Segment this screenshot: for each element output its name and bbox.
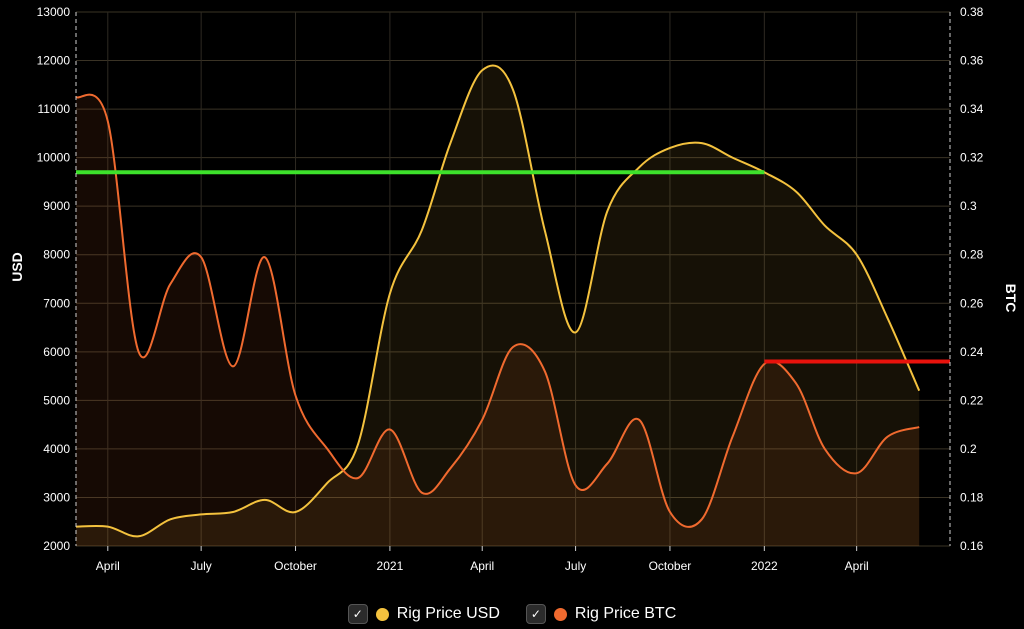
y-right-tick-label: 0.18 xyxy=(960,490,984,504)
y-right-tick-label: 0.34 xyxy=(960,102,984,116)
y-left-tick-label: 8000 xyxy=(43,248,70,262)
series-dot-icon xyxy=(375,607,389,621)
y-left-tick-label: 12000 xyxy=(37,54,71,68)
y-right-tick-label: 0.24 xyxy=(960,345,984,359)
legend-item-btc[interactable]: ✓ Rig Price BTC xyxy=(525,604,677,624)
y-right-axis-title: BTC xyxy=(1003,284,1019,313)
y-left-tick-label: 13000 xyxy=(37,5,71,19)
series-areas xyxy=(76,65,920,547)
y-left-tick-label: 6000 xyxy=(43,345,70,359)
series-lines xyxy=(75,64,921,538)
y-right-tick-label: 0.26 xyxy=(960,296,984,310)
y-left-tick-label: 11000 xyxy=(38,102,71,116)
checkbox-icon[interactable]: ✓ xyxy=(347,604,368,624)
y-right-tick-label: 0.3 xyxy=(960,199,977,213)
axes: 2000 3000 4000 5000 6000 7000 8000 9000 10000 110… xyxy=(37,5,984,573)
y-left-tick-label: 3000 xyxy=(43,490,70,504)
y-right-tick-label: 0.22 xyxy=(960,393,984,407)
chart: 2000 3000 4000 5000 6000 7000 8000 9000 10000 110… xyxy=(9,5,1019,573)
x-tick-label: 2021 xyxy=(377,559,404,573)
y-right-tick-label: 0.38 xyxy=(960,5,984,19)
y-right-tick-label: 0.36 xyxy=(960,54,984,68)
legend-item-usd[interactable]: ✓ Rig Price USD xyxy=(347,604,500,624)
y-left-tick-label: 4000 xyxy=(43,442,70,456)
series-line-0 xyxy=(75,64,921,538)
y-right-tick-label: 0.32 xyxy=(960,151,984,165)
series-area-1 xyxy=(76,94,920,546)
x-tick-label: October xyxy=(649,559,692,573)
legend: ✓ Rig Price USD ✓ Rig Price BTC xyxy=(0,604,1024,624)
legend-label-btc: Rig Price BTC xyxy=(574,605,677,622)
y-left-tick-label: 5000 xyxy=(43,393,70,407)
reference-lines xyxy=(76,170,950,364)
y-right-tick-label: 0.28 xyxy=(960,248,984,262)
legend-label-usd: Rig Price USD xyxy=(396,605,500,622)
x-tick-label: April xyxy=(845,559,869,573)
y-right-tick-label: 0.2 xyxy=(960,442,977,456)
y-right-tick-label: 0.16 xyxy=(960,539,984,553)
checkbox-icon[interactable]: ✓ xyxy=(525,604,546,624)
y-left-tick-label: 10000 xyxy=(37,151,71,165)
y-left-tick-label: 2000 xyxy=(43,539,70,553)
series-line-1 xyxy=(75,93,920,528)
y-left-axis-title: USD xyxy=(9,252,25,282)
x-tick-label: 2022 xyxy=(751,559,778,573)
grid xyxy=(76,11,950,547)
x-tick-label: October xyxy=(274,559,317,573)
x-tick-label: April xyxy=(96,559,120,573)
y-left-tick-label: 7000 xyxy=(43,296,70,310)
series-area-0 xyxy=(76,65,920,547)
x-tick-label: April xyxy=(470,559,494,573)
y-left-tick-label: 9000 xyxy=(43,199,70,213)
x-tick-label: July xyxy=(190,559,211,573)
x-tick-label: July xyxy=(565,559,586,573)
series-dot-icon xyxy=(553,607,567,621)
